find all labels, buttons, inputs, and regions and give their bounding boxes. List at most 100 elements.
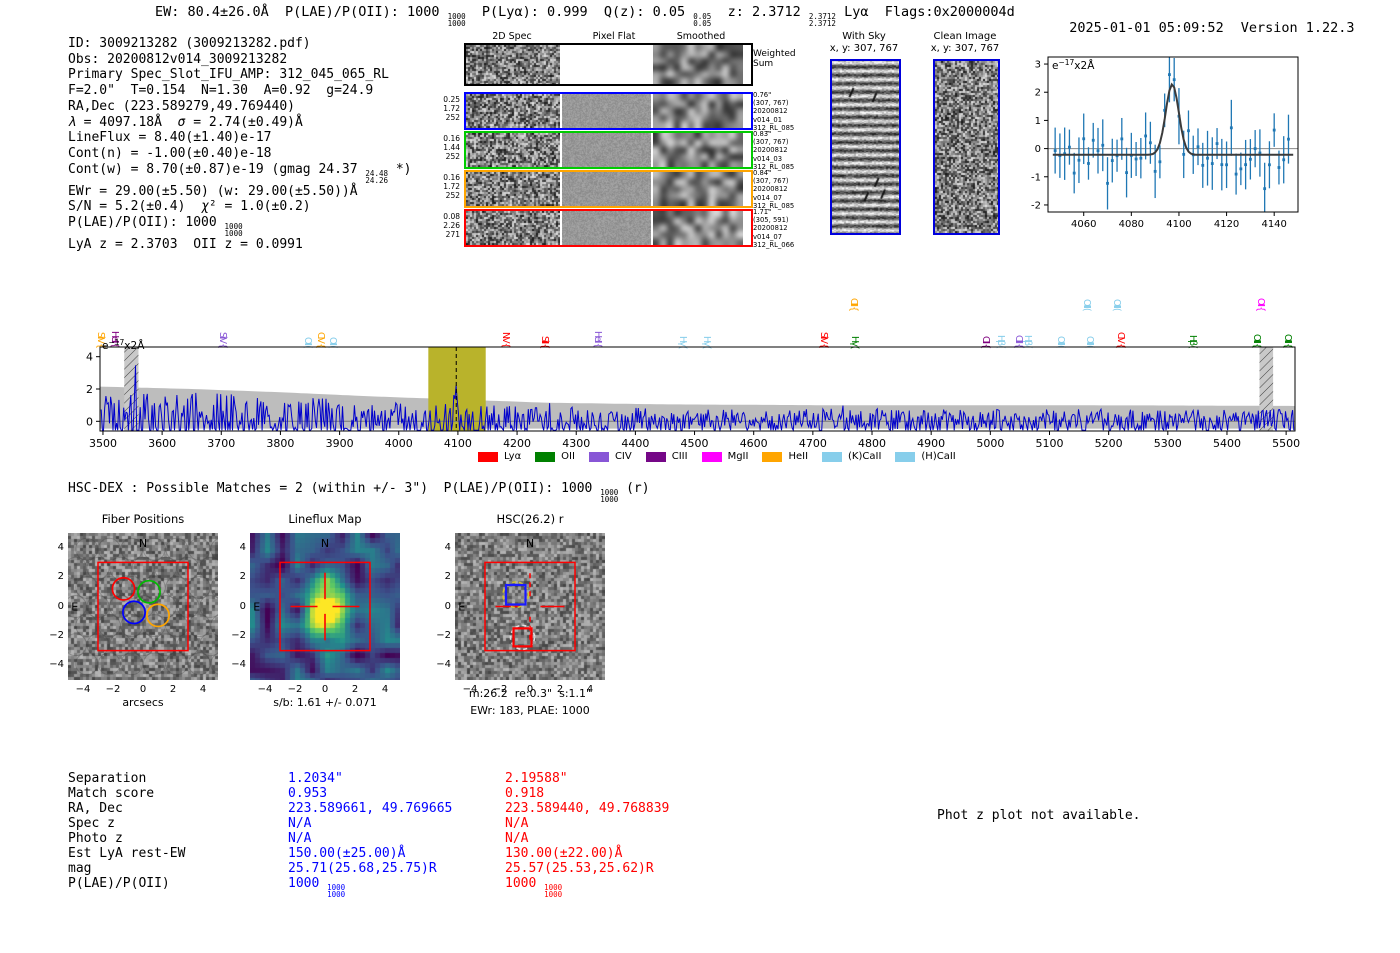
x-tick-label: 0 [139,684,147,695]
spec2d-row-right-labels: 0.84" (307, 767) 20200812 v014_07 312_RL_085 [753,169,813,210]
svg-text:5200: 5200 [1095,437,1123,450]
svg-text:4140: 4140 [1261,219,1286,230]
2d-spec-image [466,211,560,245]
2d-spec-image [466,94,560,128]
svg-text:5300: 5300 [1154,437,1182,450]
x-tick-label: 0 [526,684,534,695]
with-sky-coords: x, y: 307, 767 [829,43,899,54]
legend-swatch [535,451,556,462]
x-tick-label: 4 [586,684,594,695]
svg-text:0: 0 [86,415,93,428]
match-table-value: N/A [505,831,529,846]
report-version: Version 1.22.3 [1240,20,1355,36]
svg-text:3900: 3900 [326,437,354,450]
spec2d-left-label: 1.44 [443,143,460,152]
match-table-value: 1.2034" [288,771,343,786]
svg-text:4080: 4080 [1119,219,1144,230]
svg-text:4100: 4100 [444,437,472,450]
x-tick-label: 2 [351,684,359,695]
with-sky-title: With Sky [842,31,886,42]
info-line: λ = 4097.18Å σ = 2.74(±0.49)Å [68,114,303,130]
y-tick-label: 0 [239,601,246,612]
phot-z-note: Phot z plot not available. [937,808,1141,823]
svg-text:3: 3 [1035,60,1041,71]
svg-text:5500: 5500 [1272,437,1300,450]
spec2d-right-label: (307, 767) [753,138,789,147]
spec2d-left-label: 252 [445,152,460,161]
spec2d-right-label: (305, 591) [753,216,789,225]
clean-image-frame [933,59,1000,235]
y-tick-label: 2 [239,571,246,582]
spec2d-row-right-labels: 0.76" (307, 767) 20200812 v014_01 312_RL_085 [753,91,813,132]
y-tick-label: 0 [57,601,64,612]
spec2d-left-label: 2.26 [443,221,460,230]
match-table-value: 0.953 [288,786,328,801]
info-line: Cont(n) = -1.00(±0.40)e-18 [68,145,272,161]
info-line: Cont(w) = 8.70(±0.87)e-19 (gmag 24.37 24… [68,161,412,185]
spec2d-right-label: 0.76" [753,91,772,99]
svg-text:3800: 3800 [266,437,294,450]
fiber-positions-panel: N E −4 −2 0 2 4 −4 −2 0 2 4 [49,533,218,695]
lineflux-map-title: Lineflux Map [288,512,362,526]
fiber_positions-overlay: NE [68,537,218,676]
stacked-fraction: 1000 1000 [447,12,466,28]
spec2d-fiber-row [464,92,753,130]
legend-swatch [895,451,916,462]
spec2d-right-label: 312_RL_085 [753,201,795,210]
svg-text:2: 2 [86,383,93,396]
svg-text:4600: 4600 [740,437,768,450]
spec2d-right-label: (307, 767) [753,99,789,108]
y-tick-label: −4 [49,659,64,670]
spec2d-right-label: 312_RL_085 [753,123,795,132]
clean-image-title: Clean Image [933,31,997,42]
spec2d-col-title-2dspec: 2D Spec [492,31,532,42]
pixel-flat-image [562,211,651,245]
pixel-flat-image [562,172,651,206]
spec2d-right-label: 0.84" [753,169,772,177]
svg-text:2: 2 [1035,88,1041,99]
y-tick-label: −2 [231,630,246,641]
pixel-flat-image [562,94,651,128]
spec2d-right-label: 1.71" [753,208,772,216]
clean-image-coords: x, y: 307, 767 [930,43,1000,54]
x-tick-label: 2 [556,684,564,695]
stacked-fraction: 1000 1000 [327,883,346,899]
catalog-match-table: Separation 1.2034" 2.19588" Match score 0.95… [68,771,765,898]
lineflux-map-image [250,533,400,680]
spec2d-row-left-labels: 0.16 1.72 252 [432,173,460,200]
y-tick-label: −4 [231,659,246,670]
spec2d-row-left-labels: 0.08 2.26 271 [432,212,460,239]
svg-text:e−17x2Å: e−17x2Å [102,338,145,352]
svg-text:4900: 4900 [917,437,945,450]
svg-text:4: 4 [86,351,93,364]
legend-swatch [588,451,609,462]
y-tick-label: −4 [436,659,451,670]
x-tick-label: −2 [492,684,508,695]
match-table-row-label: Est LyA rest-EW [68,846,186,861]
legend-item: (H)CaII [895,451,956,462]
hsc_cutout-overlay: NE [458,537,576,652]
with-sky-image-frame [830,59,901,235]
y-tick-label: 4 [239,542,246,553]
svg-text:N: N [321,537,329,550]
spec2d-right-label: v014_07 [753,193,783,202]
legend-label: MgII [727,451,749,462]
info-line: EWr = 29.00(±5.50) (w: 29.00(±5.50))Å [68,183,358,199]
info-line: S/N = 5.2(±0.4) χ² = 1.0(±0.2) [68,199,311,215]
hsc-cutout-panel: N E −4 −2 0 2 4 −4 −2 0 2 4 [436,533,605,695]
smoothed-image [653,133,743,167]
smoothed-image [653,94,743,128]
svg-text:4300: 4300 [562,437,590,450]
legend-item: CIV [588,451,632,462]
spec2d-left-label: 0.16 [443,134,460,143]
spec2d-right-label: 20200812 [753,224,788,233]
info-line: RA,Dec (223.589279,49.769440) [68,98,295,114]
spec2d-right-label: 20200812 [753,185,788,194]
x-tick-label: −4 [75,684,91,695]
spec2d-fiber-row [464,131,753,169]
legend-label: CIV [614,451,632,462]
spec2d-right-label: 20200812 [753,107,788,116]
spec2d-fiber-row [464,170,753,208]
legend-item: CIII [645,451,688,462]
